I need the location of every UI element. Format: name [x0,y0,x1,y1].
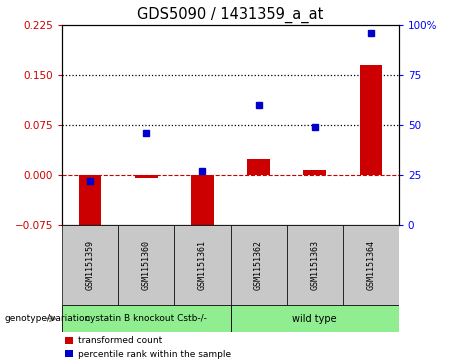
Text: GSM1151361: GSM1151361 [198,240,207,290]
Legend: transformed count, percentile rank within the sample: transformed count, percentile rank withi… [62,333,235,362]
Bar [191,175,214,232]
Text: wild type: wild type [292,314,337,323]
Bar [343,225,399,305]
Bar [174,225,230,305]
Bar [360,65,382,175]
Bar [230,225,287,305]
Text: GSM1151364: GSM1151364 [366,240,375,290]
Bar [62,225,118,305]
Bar [247,159,270,175]
Text: GSM1151363: GSM1151363 [310,240,319,290]
Text: genotype/variation: genotype/variation [5,314,91,323]
Bar [303,171,326,175]
Bar [118,225,174,305]
Title: GDS5090 / 1431359_a_at: GDS5090 / 1431359_a_at [137,7,324,23]
Text: GSM1151360: GSM1151360 [142,240,151,290]
Bar [135,175,158,178]
Bar [79,175,101,232]
Bar [287,225,343,305]
Text: GSM1151359: GSM1151359 [86,240,95,290]
Bar [62,305,230,332]
Bar [230,305,399,332]
Text: cystatin B knockout Cstb-/-: cystatin B knockout Cstb-/- [85,314,207,323]
Text: GSM1151362: GSM1151362 [254,240,263,290]
